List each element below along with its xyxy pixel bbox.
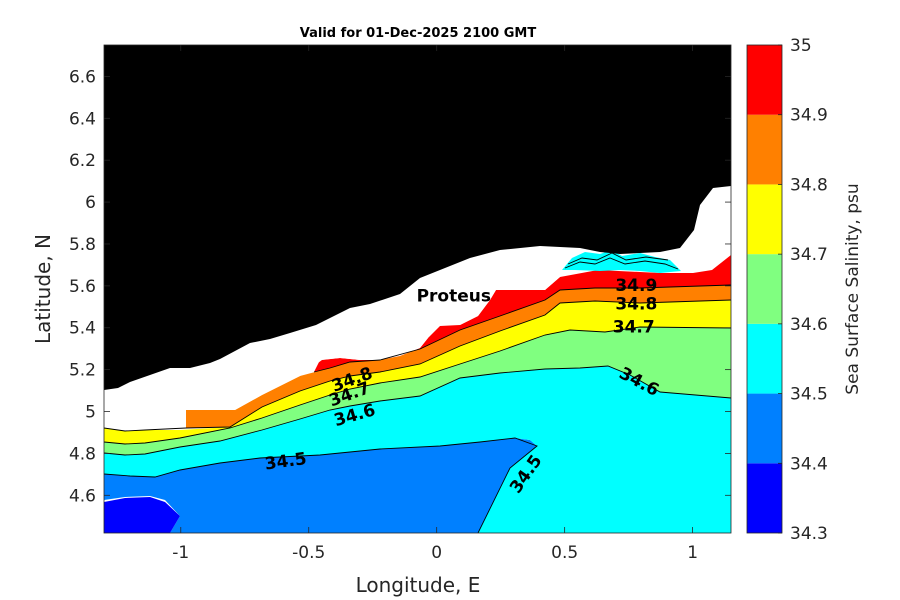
- colorbar-swatch: [747, 184, 782, 255]
- contour-label: 34.8: [615, 295, 657, 315]
- colorbar-label: Sea Surface Salinity, psu: [843, 183, 863, 394]
- y-tick-label: 5.4: [69, 319, 96, 339]
- contour-34.6: [104, 365, 731, 456]
- station-label: Proteus: [417, 287, 491, 307]
- contour-34.5: [104, 437, 538, 533]
- contour-label: 34.9: [615, 276, 657, 296]
- x-axis-label: Longitude, E: [356, 573, 481, 597]
- x-tick-label: 0: [431, 543, 442, 563]
- colorbar-frame: [746, 44, 783, 534]
- station-star-icon: [432, 269, 452, 288]
- contour-34.7: [104, 326, 731, 445]
- contour-labels: 34.934.834.734.634.834.734.634.5 34.5: [264, 276, 663, 497]
- land-mask: [104, 45, 731, 390]
- band-34.9-35: [314, 255, 731, 372]
- colorbar-swatch: [747, 393, 782, 464]
- x-tick-label: 1: [687, 543, 698, 563]
- band-34.5-34.6: [104, 366, 731, 533]
- colorbar-tick-label: 34.6: [790, 315, 828, 335]
- chart-title: Valid for 01-Dec-2025 2100 GMT: [300, 26, 537, 41]
- plot-frame: [103, 44, 732, 534]
- y-tick-label: 4.8: [69, 444, 96, 464]
- y-tick-label: 5.2: [69, 361, 96, 381]
- y-tick-label: 5: [85, 403, 96, 423]
- colorbar-swatch: [747, 254, 782, 324]
- plot-area: [104, 45, 731, 533]
- band-34.5-34.6-inlet: [562, 250, 681, 273]
- y-tick-label: 5.6: [69, 277, 96, 297]
- x-axis: -1 -0.5 0 0.5 1: [172, 45, 698, 563]
- y-axis: 4.6 4.8 5 5.2 5.4 5.6 5.8 6 6.2 6.4 6.6: [69, 67, 731, 506]
- y-tick-label: 5.8: [69, 235, 96, 255]
- colorbar-swatch: [747, 114, 782, 185]
- colorbar-tick-label: 34.9: [790, 106, 828, 126]
- colorbar-tick-label: 35: [790, 36, 812, 56]
- y-tick-label: 6.2: [69, 151, 96, 171]
- y-axis-label: Latitude, N: [31, 234, 55, 344]
- x-tick-label: 0.5: [551, 543, 578, 563]
- station-layer: Proteus: [417, 269, 491, 307]
- y-tick-label: 6.6: [69, 67, 96, 87]
- contour-34.9: [313, 284, 731, 373]
- contour-inlet: [564, 257, 679, 270]
- band-34.8-34.9: [186, 285, 731, 428]
- land-spur: [596, 232, 606, 252]
- x-tick-label: -1: [172, 543, 189, 563]
- colorbar-swatch: [747, 323, 782, 394]
- colorbar-tick-label: 34.7: [790, 245, 828, 265]
- x-tick-label: -0.5: [292, 543, 325, 563]
- contour-lines: [104, 252, 731, 533]
- y-tick-label: 6: [85, 193, 96, 213]
- colorbar-swatch: [747, 463, 782, 533]
- y-tick-label: 6.4: [69, 109, 96, 129]
- colorbar-tick-label: 34.3: [790, 524, 828, 544]
- y-tick-label: 4.6: [69, 486, 96, 506]
- colorbar-tick-label: 34.5: [790, 385, 828, 405]
- band-34.6-34.7: [104, 327, 731, 455]
- band-34.4-34.5: [104, 438, 537, 533]
- colorbar-swatch: [747, 45, 782, 115]
- colorbar-tick-label: 34.8: [790, 175, 828, 195]
- contour-label: 34.7: [613, 318, 655, 338]
- colorbar-tick-label: 34.4: [790, 454, 828, 474]
- contour-34.8: [104, 299, 731, 432]
- colorbar: 34.3 34.4 34.5 34.6 34.7 34.8 34.9 35: [746, 36, 828, 544]
- band-34.3-34.4: [104, 497, 180, 533]
